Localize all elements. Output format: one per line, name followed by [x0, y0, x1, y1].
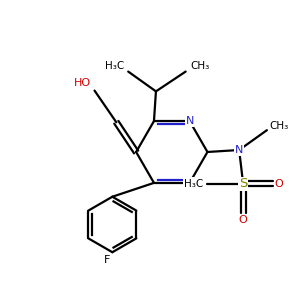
Text: H₃C: H₃C	[184, 179, 203, 189]
Text: H₃C: H₃C	[105, 61, 124, 70]
Text: HO: HO	[74, 78, 91, 88]
Text: O: O	[239, 215, 248, 225]
Text: CH₃: CH₃	[269, 121, 288, 131]
Text: S: S	[239, 177, 247, 190]
Text: N: N	[235, 145, 243, 155]
Text: CH₃: CH₃	[190, 61, 209, 70]
Text: O: O	[274, 179, 283, 189]
Text: N: N	[185, 178, 194, 188]
Text: N: N	[185, 116, 194, 126]
Text: F: F	[104, 255, 111, 265]
